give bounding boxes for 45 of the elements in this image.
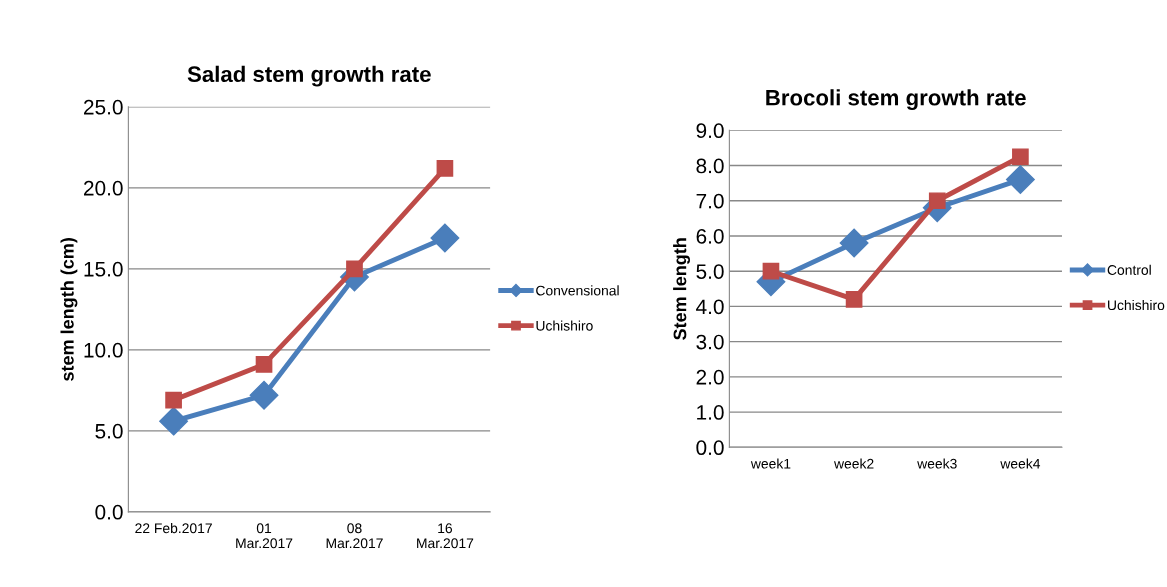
point — [839, 228, 869, 258]
x-tick-label: 16 Mar.2017 — [417, 523, 474, 549]
y-axis-title: stem length (cm) — [60, 238, 78, 381]
point — [436, 160, 454, 177]
y-tick-label: 4.0 — [696, 299, 724, 315]
x-tick-label: 01 Mar.2017 — [236, 523, 293, 549]
y-tick-label: 7.0 — [696, 193, 724, 209]
point — [255, 356, 273, 373]
y-tick-label: 9.0 — [696, 123, 724, 139]
point — [845, 291, 863, 308]
point — [346, 260, 363, 278]
y-tick-label: 20.0 — [84, 180, 123, 196]
chart-title: Brocoli stem growth rate — [766, 89, 1026, 111]
legend-label: Uchishiro — [1108, 299, 1165, 311]
point — [249, 380, 279, 410]
legend-label: Uchishiro — [536, 320, 593, 331]
y-tick-label: 2.0 — [696, 369, 724, 385]
x-tick-label: week4 — [1000, 458, 1041, 469]
y-tick-label: 25.0 — [84, 99, 123, 115]
y-tick-label: 3.0 — [696, 334, 724, 350]
legend-label: Control — [1107, 264, 1151, 275]
y-tick-label: 6.0 — [696, 228, 724, 244]
x-tick-label: week3 — [917, 458, 957, 469]
x-tick-label: week1 — [750, 458, 791, 469]
point — [1005, 165, 1035, 195]
y-tick-label: 0.0 — [95, 504, 123, 520]
x-tick-label: 22 Feb.2017 — [135, 522, 212, 534]
point — [165, 391, 182, 409]
legend-label: Convensional — [536, 285, 619, 296]
y-tick-label: 15.0 — [84, 261, 123, 277]
point — [159, 406, 189, 436]
y-tick-label: 1.0 — [697, 405, 724, 420]
point — [928, 192, 946, 210]
point — [430, 223, 460, 253]
x-tick-label: week2 — [834, 458, 874, 469]
y-tick-label: 10.0 — [84, 342, 123, 358]
y-tick-label: 8.0 — [696, 158, 724, 174]
y-tick-label: 5.0 — [95, 423, 123, 439]
y-tick-label: 0.0 — [696, 440, 724, 456]
point — [762, 262, 780, 280]
y-tick-label: 5.0 — [696, 264, 724, 279]
point — [1012, 148, 1029, 166]
chart-title: Salad stem growth rate — [187, 65, 431, 87]
y-axis-title: Stem length — [673, 238, 690, 340]
x-tick-label: 08 Mar.2017 — [326, 523, 383, 549]
